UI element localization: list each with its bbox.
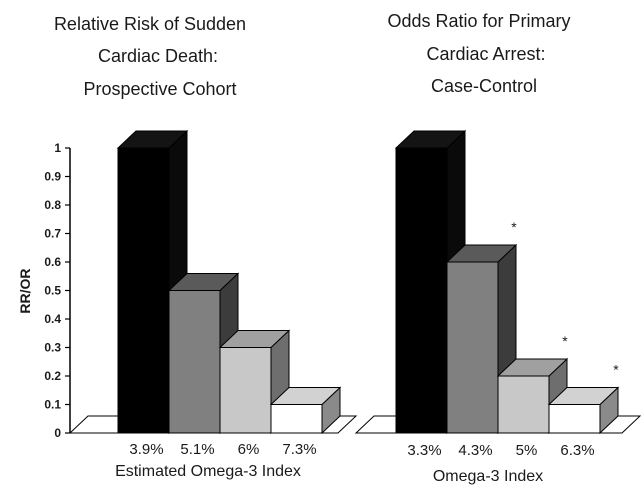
y-tick-label: 0.3 <box>44 341 61 355</box>
bar-panel-2-4 <box>547 386 620 435</box>
category-label-panel-1: 6% <box>238 441 260 458</box>
y-tick-label: 0.4 <box>44 312 61 326</box>
category-label-panel-1: 5.1% <box>180 441 214 458</box>
category-labels: 3.9% 5.1% 6% 7.3% 3.3% 4.3% 5% 6.3% <box>129 441 594 459</box>
y-tick-label: 0.6 <box>44 255 61 269</box>
panel-2-bars <box>394 129 620 435</box>
y-tick-label: 0.9 <box>44 170 61 184</box>
y-axis: 0 0.1 0.2 0.3 0.4 0.5 0.6 0.7 0.8 0.9 1 <box>44 141 71 440</box>
bar-group <box>116 129 620 435</box>
bar-panel-1-4 <box>269 386 342 435</box>
y-tick-label: 0.5 <box>44 284 61 298</box>
panel-2-title-line-3: Case-Control <box>431 76 537 96</box>
category-label-panel-2: 5% <box>516 442 538 459</box>
y-tick-label: 0.7 <box>44 227 61 241</box>
panel-1-title-line-2: Cardiac Death: <box>98 46 218 66</box>
bar-front-face <box>219 347 272 434</box>
category-label-panel-2: 6.3% <box>560 442 594 459</box>
category-label-panel-1: 3.9% <box>129 441 163 458</box>
bar-panel-2-3 <box>496 357 569 435</box>
panel-1-title-line-3: Prospective Cohort <box>83 79 236 99</box>
panel-2-x-axis-label: Omega-3 Index <box>433 468 543 485</box>
bar-front-face <box>270 404 323 434</box>
y-tick-label: 0.1 <box>44 398 61 412</box>
significance-star: * <box>562 333 568 349</box>
bar-front-face <box>446 261 499 434</box>
panel-1-title-line-1: Relative Risk of Sudden <box>54 14 246 34</box>
bar-front-face <box>168 290 221 434</box>
bar-front-face <box>548 404 601 434</box>
bar-front-face <box>395 147 448 434</box>
significance-markers: * * * <box>511 219 619 378</box>
significance-star: * <box>613 362 619 378</box>
significance-star: * <box>511 219 517 235</box>
category-label-panel-1: 7.3% <box>282 441 316 458</box>
category-label-panel-2: 3.3% <box>407 442 441 459</box>
y-tick-label: 0.2 <box>44 369 61 383</box>
panel-1-bars <box>116 129 342 435</box>
bar-front-face <box>497 375 550 434</box>
panel-1-x-axis-label: Estimated Omega-3 Index <box>115 463 301 480</box>
panel-1-title: Relative Risk of Sudden Cardiac Death: P… <box>54 14 246 99</box>
y-tick-label: 0 <box>54 426 61 440</box>
panel-2-title: Odds Ratio for Primary Cardiac Arrest: C… <box>387 11 570 96</box>
y-tick-label: 0.8 <box>44 198 61 212</box>
category-label-panel-2: 4.3% <box>458 442 492 459</box>
y-tick-label: 1 <box>54 141 61 155</box>
bar-front-face <box>117 147 170 434</box>
y-axis-label: RR/OR <box>17 268 33 313</box>
panel-2-title-line-1: Odds Ratio for Primary <box>387 11 570 31</box>
panel-2-title-line-2: Cardiac Arrest: <box>426 44 545 64</box>
